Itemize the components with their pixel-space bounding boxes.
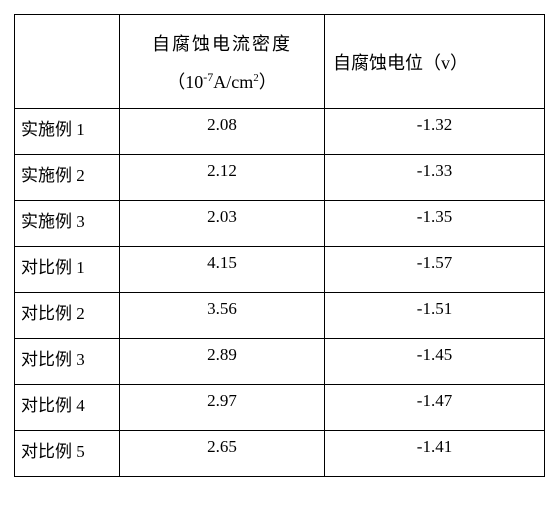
corrosion-data-table: 自腐蚀电流密度 （10-7A/cm2） 自腐蚀电位（v） 实施例 1 2.08 … bbox=[14, 14, 545, 477]
row-density: 2.65 bbox=[120, 431, 325, 477]
header-current-density: 自腐蚀电流密度 （10-7A/cm2） bbox=[120, 15, 325, 109]
header-potential: 自腐蚀电位（v） bbox=[325, 15, 545, 109]
table-row: 对比例 1 4.15 -1.57 bbox=[15, 247, 545, 293]
row-label: 实施例 3 bbox=[15, 201, 120, 247]
row-density: 2.03 bbox=[120, 201, 325, 247]
table-row: 实施例 3 2.03 -1.35 bbox=[15, 201, 545, 247]
row-label: 对比例 2 bbox=[15, 293, 120, 339]
table-body: 实施例 1 2.08 -1.32 实施例 2 2.12 -1.33 实施例 3 … bbox=[15, 109, 545, 477]
table-row: 实施例 2 2.12 -1.33 bbox=[15, 155, 545, 201]
table-row: 对比例 2 3.56 -1.51 bbox=[15, 293, 545, 339]
row-potential: -1.47 bbox=[325, 385, 545, 431]
row-label: 实施例 2 bbox=[15, 155, 120, 201]
row-potential: -1.51 bbox=[325, 293, 545, 339]
row-potential: -1.33 bbox=[325, 155, 545, 201]
row-label: 对比例 1 bbox=[15, 247, 120, 293]
row-density: 2.97 bbox=[120, 385, 325, 431]
row-density: 2.89 bbox=[120, 339, 325, 385]
table-row: 对比例 4 2.97 -1.47 bbox=[15, 385, 545, 431]
row-potential: -1.41 bbox=[325, 431, 545, 477]
row-potential: -1.32 bbox=[325, 109, 545, 155]
row-label: 实施例 1 bbox=[15, 109, 120, 155]
header-density-line2: （10-7A/cm2） bbox=[130, 68, 314, 94]
row-density: 3.56 bbox=[120, 293, 325, 339]
table-row: 实施例 1 2.08 -1.32 bbox=[15, 109, 545, 155]
table-header-row: 自腐蚀电流密度 （10-7A/cm2） 自腐蚀电位（v） bbox=[15, 15, 545, 109]
row-density: 2.08 bbox=[120, 109, 325, 155]
table-row: 对比例 3 2.89 -1.45 bbox=[15, 339, 545, 385]
row-potential: -1.57 bbox=[325, 247, 545, 293]
row-label: 对比例 4 bbox=[15, 385, 120, 431]
row-label: 对比例 3 bbox=[15, 339, 120, 385]
table-row: 对比例 5 2.65 -1.41 bbox=[15, 431, 545, 477]
row-label: 对比例 5 bbox=[15, 431, 120, 477]
row-potential: -1.45 bbox=[325, 339, 545, 385]
row-density: 4.15 bbox=[120, 247, 325, 293]
header-blank bbox=[15, 15, 120, 109]
header-density-line1: 自腐蚀电流密度 bbox=[130, 30, 314, 56]
row-density: 2.12 bbox=[120, 155, 325, 201]
row-potential: -1.35 bbox=[325, 201, 545, 247]
